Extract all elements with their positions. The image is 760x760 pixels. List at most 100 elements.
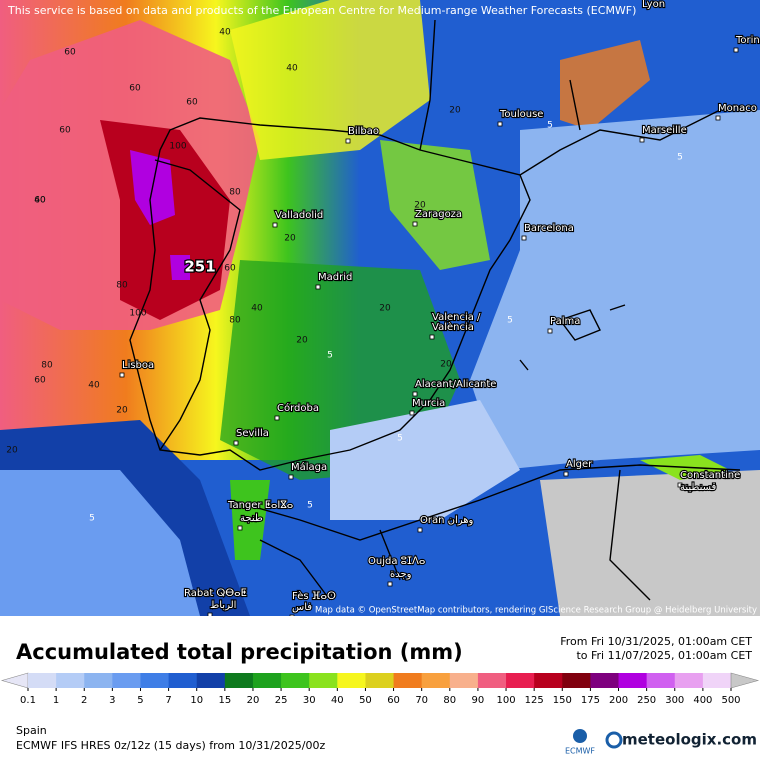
contour-label: 5 — [327, 351, 333, 361]
contour-label: 60 — [34, 376, 46, 386]
contour-label: 40 — [251, 304, 263, 314]
colorbar-arrow — [730, 672, 760, 689]
city-marker — [409, 410, 415, 416]
colorbar-label: 30 — [303, 695, 316, 706]
colorbar-label: 5 — [137, 695, 143, 706]
colorbar-swatch — [393, 673, 423, 688]
colorbar-label: 40 — [331, 695, 344, 706]
contour-label: 80 — [116, 281, 128, 291]
region: Spain — [16, 724, 47, 737]
rain-field — [0, 470, 200, 616]
colorbar-label: 10 — [190, 695, 203, 706]
contour-label: 20 — [296, 336, 308, 346]
contour-label: 20 — [449, 106, 461, 116]
city-marker — [207, 612, 213, 616]
notice: This service is based on data and produc… — [7, 4, 636, 17]
city-marker — [315, 284, 321, 290]
city-label: Alger — [566, 459, 593, 470]
city-label: Sevilla — [236, 428, 269, 439]
contour-label: 5 — [677, 153, 683, 163]
contour-label: 60 — [34, 196, 46, 206]
city-marker — [429, 334, 435, 340]
city-marker — [288, 474, 294, 480]
city-label: قسنطينة — [680, 482, 717, 493]
rain-field — [170, 255, 190, 280]
colorbar-label: 125 — [525, 695, 544, 706]
city-label: Valencia / — [432, 312, 481, 323]
colorbar-swatch — [646, 673, 676, 688]
city-label: Valladolid — [275, 210, 323, 221]
colorbar-label: 90 — [472, 695, 485, 706]
city-marker — [412, 391, 418, 397]
contour-label: 60 — [64, 48, 76, 58]
city-marker — [272, 222, 278, 228]
city-label: Constantine — [680, 470, 740, 481]
contour-label: 100 — [129, 309, 146, 319]
city-label: وجدة — [390, 569, 412, 580]
colorbar-label: 175 — [581, 695, 600, 706]
colorbar-label: 1 — [53, 695, 59, 706]
date-to: to Fri 11/07/2025, 01:00am CET — [576, 649, 752, 662]
contour-label: 40 — [34, 196, 46, 206]
city-marker — [274, 415, 280, 421]
colorbar-swatch — [590, 673, 620, 688]
colorbar-swatch — [309, 673, 338, 688]
city-label: Madrid — [318, 272, 352, 283]
contour-label: 20 — [116, 406, 128, 416]
colorbar-label: 400 — [693, 695, 712, 706]
colorbar-label: 3 — [109, 695, 115, 706]
colorbar-label: 60 — [387, 695, 400, 706]
contour-label: 80 — [229, 316, 241, 326]
city-marker — [233, 440, 239, 446]
colorbar-swatch — [337, 673, 366, 688]
colorbar-swatch — [562, 673, 591, 688]
city-marker — [521, 235, 527, 241]
colorbar-label: 150 — [553, 695, 572, 706]
city-marker — [547, 328, 553, 334]
mediterranean — [470, 110, 760, 470]
city-label: Málaga — [291, 461, 327, 473]
contour-label: 100 — [169, 142, 186, 152]
colorbar-arrow — [0, 672, 29, 689]
city-marker — [289, 614, 295, 616]
city-label: فاس — [292, 602, 312, 613]
city-label: Torino — [735, 35, 760, 46]
contour-label: 60 — [186, 98, 198, 108]
city-label: Oujda ⵓⵊⴷⴰ — [368, 556, 425, 567]
model-info: ECMWF IFS HRES 0z/12z (15 days) from 10/… — [16, 739, 326, 752]
contour-label: 5 — [397, 434, 403, 444]
city-marker — [497, 121, 503, 127]
contour-label: 60 — [59, 126, 71, 136]
colorbar-label: 300 — [665, 695, 684, 706]
colorbar-swatch — [112, 673, 141, 688]
brand: meteologix.com — [622, 731, 757, 749]
borders — [129, 19, 741, 601]
contour-label: 40 — [219, 28, 231, 38]
colorbar-label: 500 — [721, 695, 740, 706]
city-label: Murcia — [412, 398, 445, 409]
contour-label: 5 — [507, 316, 513, 326]
city-label: Oran وهران — [420, 515, 474, 526]
colorbar-swatch — [252, 673, 282, 688]
city-label: Lyon — [642, 0, 665, 10]
colorbar-label: 25 — [275, 695, 288, 706]
city-label: Rabat ⵕⴱⴰⵟ — [184, 588, 247, 599]
contour-label: 40 — [286, 64, 298, 74]
city-marker — [733, 47, 739, 53]
contour-label: 60 — [224, 264, 236, 274]
city-marker — [677, 482, 683, 488]
mediterranean — [330, 400, 520, 520]
city-label: Marseille — [642, 125, 687, 136]
city-label: Alacant/Alicante — [415, 379, 496, 390]
contour-label: 80 — [41, 361, 53, 371]
city-marker — [639, 137, 645, 143]
colorbar-swatch — [674, 673, 704, 688]
legend-panel: Accumulated total precipitation (mm) Fro… — [0, 635, 760, 756]
brand-icon — [605, 731, 623, 749]
dry-area — [540, 470, 760, 616]
max-label: 251 — [184, 258, 215, 276]
rain-field — [230, 0, 430, 160]
contour-label: 5 — [547, 121, 553, 131]
rain-field — [380, 140, 490, 270]
